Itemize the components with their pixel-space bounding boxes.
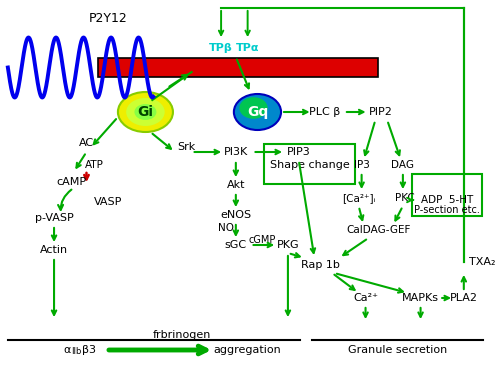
Text: frbrinogen: frbrinogen: [152, 330, 211, 340]
Text: aggregation: aggregation: [214, 345, 282, 355]
Text: TPβ: TPβ: [209, 43, 233, 53]
Text: Shape change: Shape change: [270, 160, 349, 170]
Text: DAG: DAG: [392, 160, 414, 170]
Text: Actin: Actin: [40, 245, 68, 255]
Text: Gq: Gq: [247, 105, 268, 119]
FancyBboxPatch shape: [264, 144, 354, 184]
Ellipse shape: [126, 98, 164, 126]
Text: P-section etc.: P-section etc.: [414, 205, 480, 215]
Bar: [98, 58, 378, 77]
FancyBboxPatch shape: [412, 174, 482, 216]
Text: Akt: Akt: [226, 180, 245, 190]
Text: CalDAG-GEF: CalDAG-GEF: [346, 225, 410, 235]
Ellipse shape: [118, 92, 173, 132]
Text: PIP3: PIP3: [287, 147, 310, 157]
Text: MAPKs: MAPKs: [402, 293, 439, 303]
Text: sGC: sGC: [225, 240, 247, 250]
Text: [Ca²⁺]ᵢ: [Ca²⁺]ᵢ: [342, 193, 376, 203]
Text: ATP: ATP: [85, 160, 104, 170]
Text: cAMP: cAMP: [56, 177, 87, 187]
Text: PI3K: PI3K: [224, 147, 248, 157]
Text: p-VASP: p-VASP: [34, 213, 74, 223]
Text: ADP  5-HT: ADP 5-HT: [421, 195, 473, 205]
Text: eNOS: eNOS: [220, 210, 252, 220]
Text: Granule secretion: Granule secretion: [348, 345, 448, 355]
Text: AC: AC: [79, 138, 94, 148]
Text: Ca²⁺: Ca²⁺: [353, 293, 378, 303]
Text: PKG: PKG: [276, 240, 299, 250]
Text: Gi: Gi: [138, 105, 154, 119]
Ellipse shape: [134, 104, 156, 120]
Text: cGMP: cGMP: [248, 235, 276, 245]
Text: β3: β3: [82, 345, 96, 355]
Text: Rap 1b: Rap 1b: [301, 260, 340, 270]
Ellipse shape: [234, 94, 281, 130]
Text: IIb: IIb: [71, 347, 81, 356]
Text: PIP2: PIP2: [370, 107, 393, 117]
Text: P2Y12: P2Y12: [88, 11, 128, 24]
Text: NO: NO: [218, 223, 234, 233]
Text: α: α: [64, 345, 71, 355]
Text: Srk: Srk: [177, 142, 195, 152]
Text: IP3: IP3: [354, 160, 370, 170]
Text: TPα: TPα: [236, 43, 260, 53]
Text: PLA2: PLA2: [450, 293, 478, 303]
Text: PLC β: PLC β: [308, 107, 340, 117]
Text: PKC: PKC: [395, 193, 414, 203]
Text: TXA₂: TXA₂: [468, 257, 495, 267]
Ellipse shape: [240, 97, 268, 119]
Text: VASP: VASP: [94, 197, 122, 207]
